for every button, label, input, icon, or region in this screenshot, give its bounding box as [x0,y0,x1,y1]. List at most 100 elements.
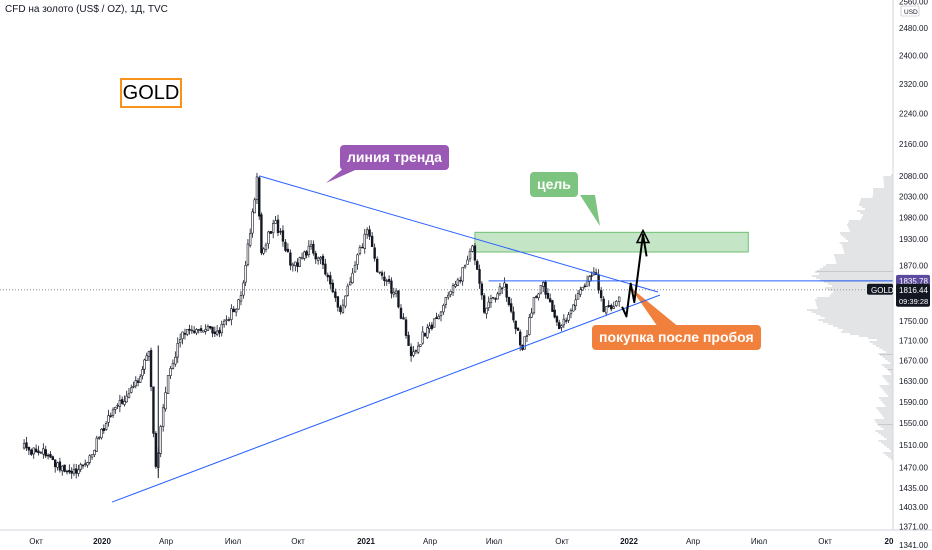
candle [248,233,252,246]
candle [476,261,479,270]
candle [225,319,228,321]
time-tick-label: Окт [555,537,569,546]
candle [407,335,410,346]
candle [314,253,317,260]
candle [612,306,615,309]
candle [535,296,538,298]
candle [97,437,101,439]
candle [143,359,146,370]
candle [145,355,148,361]
candle [95,437,98,452]
candle [79,464,82,470]
candle [206,326,210,331]
candle [242,282,245,296]
callout-target: цель [530,172,578,197]
candle [414,350,418,352]
time-tick-label: Июл [486,537,503,546]
candle [339,306,342,312]
candle [161,407,165,427]
trendline-lower[interactable] [111,294,661,503]
candle [84,463,87,465]
price-tick-label: 1980.00 [899,213,928,222]
candle [487,301,490,309]
price-tick-label: 2480.00 [899,24,928,33]
candle [518,331,522,346]
candle [51,456,55,461]
candle [358,247,362,254]
candle [111,409,115,416]
trendline-upper[interactable] [259,175,659,293]
candle [159,426,162,454]
price-tick-label: 1403.00 [899,503,928,512]
currency-box[interactable] [900,5,920,17]
candle [610,305,613,310]
candle [25,442,28,449]
candle [141,369,144,377]
candle [307,245,311,255]
candle [186,329,189,335]
candle [442,305,445,313]
candle [312,243,315,254]
candle [599,290,603,298]
candle [154,432,158,467]
candle [284,241,287,251]
candle [385,280,388,282]
candle [412,351,415,356]
candle [152,386,155,434]
time-tick-label: Окт [29,537,43,546]
candle [294,261,297,266]
candle [30,449,33,455]
candle [32,447,35,455]
candle [604,306,608,314]
candle [588,276,591,282]
candle [169,368,172,376]
candle [267,231,270,245]
candle [496,293,499,300]
candle [127,393,131,398]
time-tick-label: 20 [885,537,894,546]
candle [88,455,91,463]
candle [569,310,573,315]
candle [512,311,515,321]
candle [44,449,47,457]
candle [316,257,320,261]
candle [237,299,240,310]
candle [274,220,277,224]
target-zone[interactable] [474,231,749,253]
candle [109,415,112,417]
time-tick-label: Окт [818,537,832,546]
candle [218,330,221,334]
candle [199,328,203,332]
time-tick-label: 2020 [93,537,111,546]
price-tick-label: 1930.00 [899,235,928,244]
projection-path [621,233,648,318]
candle [548,298,552,303]
time-tick-label: Июл [751,537,768,546]
candle [63,464,66,472]
candle [530,312,533,318]
candle [305,251,308,256]
candle [53,459,57,467]
candle [471,245,474,252]
candle [227,319,231,321]
candle [489,298,493,304]
candle [576,293,580,300]
candle [116,405,119,407]
candle [419,344,422,347]
candle [539,285,543,294]
candle [286,248,290,252]
time-tick-label: Апр [159,537,174,546]
candle [468,250,472,260]
candle [615,301,618,306]
candle [423,332,427,337]
price-tick-label: 1510.00 [899,441,928,450]
candle [537,293,540,299]
candle [528,317,531,335]
candle [451,285,455,293]
candle [334,291,337,298]
candle [77,469,80,474]
candle [404,319,408,336]
candle [617,296,621,302]
candle [383,276,386,281]
